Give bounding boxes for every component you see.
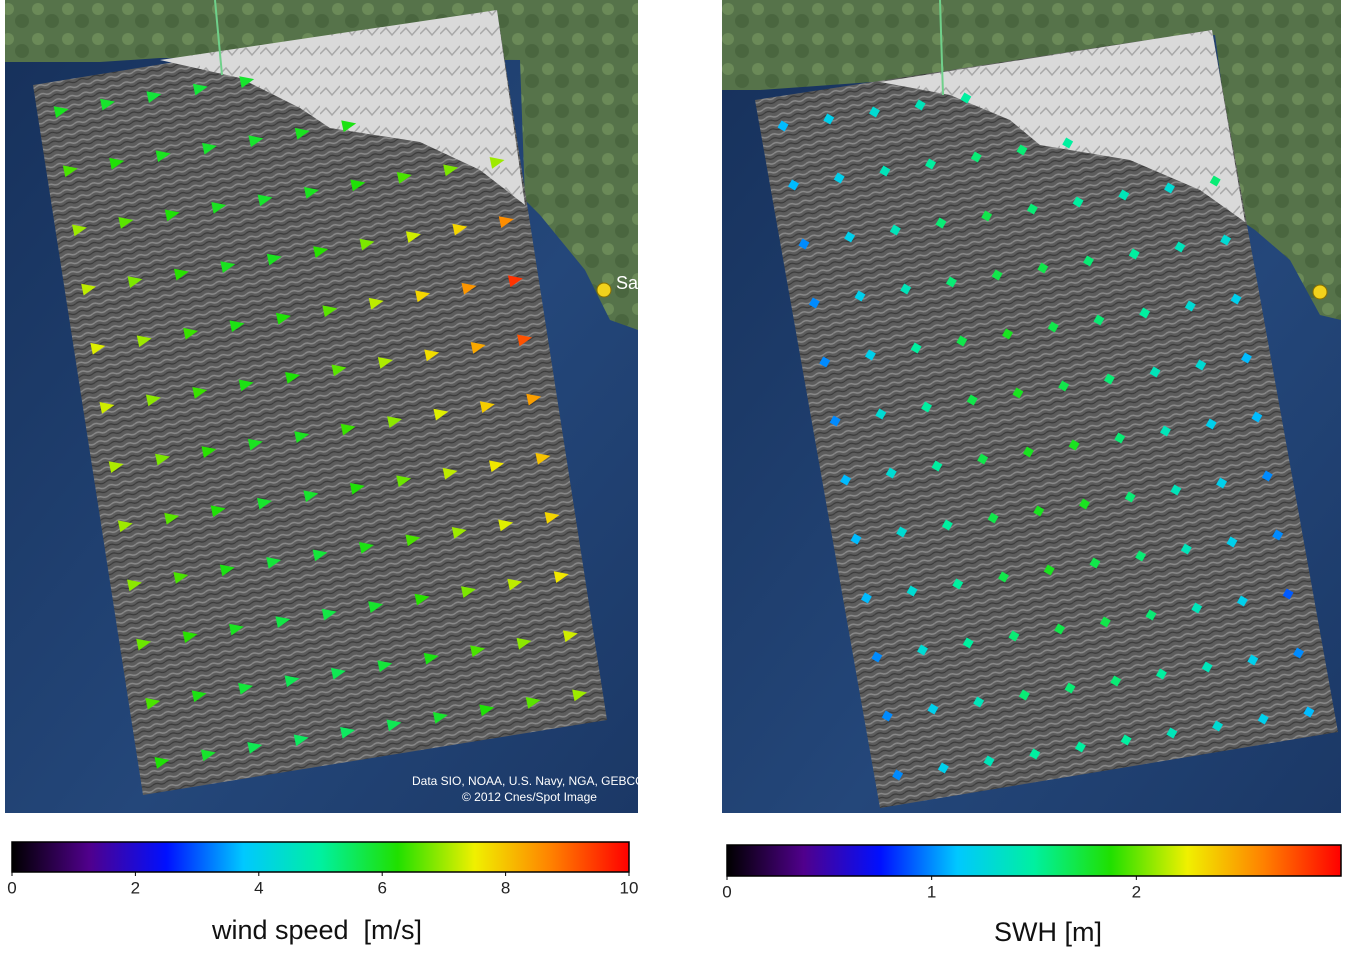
colorbar (12, 842, 629, 872)
figure: Data SIO, NOAA, U.S. Navy, NGA, GEBCO © … (0, 0, 1354, 954)
tick-label: 0 (7, 878, 16, 897)
tick-label: 4 (254, 878, 263, 897)
attribution: Data SIO, NOAA, U.S. Navy, NGA, GEBCO (412, 774, 645, 788)
colorbar (727, 845, 1341, 876)
place-label: Sa (616, 273, 639, 293)
tick-label: 8 (501, 878, 510, 897)
tick-label: 2 (1132, 882, 1141, 901)
colorbar-label: wind speed [m/s] (211, 915, 422, 945)
attribution: © 2012 Cnes/Spot Image (462, 790, 597, 804)
tick-label: 1 (927, 882, 936, 901)
colorbar-label: SWH [m] (994, 917, 1102, 947)
tick-label: 10 (620, 878, 639, 897)
tick-label: 2 (131, 878, 140, 897)
tick-label: 0 (722, 882, 731, 901)
colorbars: 0 2 4 6 8 10 wind speed [m/s] 0 1 2 SWH [m] (7, 842, 1341, 947)
tick-label: 6 (377, 878, 386, 897)
map-panel (722, 0, 1341, 813)
map-panel: Data SIO, NOAA, U.S. Navy, NGA, GEBCO © … (5, 0, 645, 813)
